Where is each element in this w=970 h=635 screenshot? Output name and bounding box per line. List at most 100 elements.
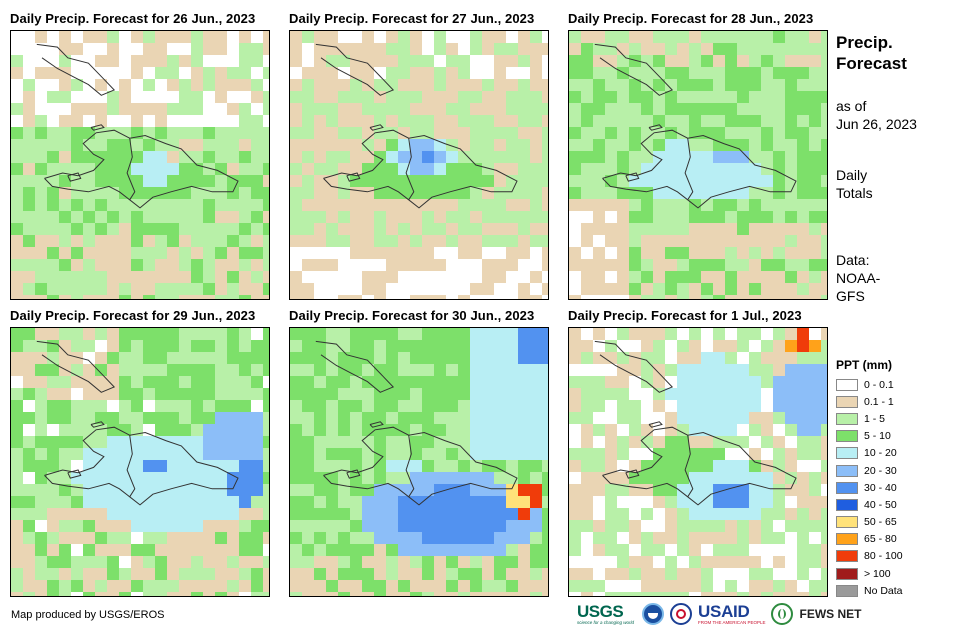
- precip-cell: [446, 340, 458, 352]
- precip-cell: [689, 352, 701, 364]
- precip-cell: [398, 283, 410, 295]
- precip-cell: [518, 115, 530, 127]
- precip-cell: [95, 472, 107, 484]
- precip-cell: [494, 67, 506, 79]
- precip-cell: [494, 448, 506, 460]
- precip-cell: [665, 175, 677, 187]
- precip-cell: [422, 364, 434, 376]
- precip-cell: [290, 139, 302, 151]
- precip-cell: [167, 352, 179, 364]
- precip-cell: [155, 448, 167, 460]
- precip-cell: [119, 223, 131, 235]
- precip-cell: [689, 556, 701, 568]
- precip-cell: [653, 91, 665, 103]
- precip-cell: [251, 235, 263, 247]
- precip-cell: [542, 199, 548, 211]
- precip-cell: [689, 151, 701, 163]
- precip-cell: [617, 31, 629, 43]
- precip-cell: [821, 556, 827, 568]
- precip-cell: [518, 544, 530, 556]
- precip-cell: [809, 484, 821, 496]
- precip-cell: [362, 484, 374, 496]
- precip-cell: [809, 352, 821, 364]
- precip-cell: [518, 259, 530, 271]
- precip-cell: [47, 67, 59, 79]
- precip-cell: [11, 352, 23, 364]
- precip-cell: [179, 175, 191, 187]
- precip-cell: [155, 592, 167, 596]
- precip-cell: [362, 151, 374, 163]
- precip-cell: [749, 295, 761, 299]
- precip-cell: [641, 328, 653, 340]
- precip-cell: [83, 496, 95, 508]
- precip-cell: [785, 283, 797, 295]
- precip-cell: [350, 163, 362, 175]
- precip-cell: [641, 115, 653, 127]
- precip-cell: [410, 328, 422, 340]
- precip-cell: [326, 544, 338, 556]
- precip-cell: [797, 31, 809, 43]
- precip-cell: [821, 187, 827, 199]
- precip-cell: [530, 139, 542, 151]
- precip-cell: [494, 532, 506, 544]
- precip-cell: [35, 328, 47, 340]
- precip-cell: [821, 376, 827, 388]
- precip-cell: [410, 175, 422, 187]
- precip-cell: [326, 364, 338, 376]
- precip-cell: [494, 496, 506, 508]
- legend-label: 5 - 10: [864, 430, 891, 443]
- precip-cell: [653, 472, 665, 484]
- precip-cell: [530, 400, 542, 412]
- precip-cell: [641, 532, 653, 544]
- precip-cell: [167, 283, 179, 295]
- precip-cell: [737, 496, 749, 508]
- precip-cell: [191, 295, 203, 299]
- legend-item: 1 - 5: [836, 410, 903, 427]
- precip-cell: [11, 592, 23, 596]
- precip-cell: [458, 340, 470, 352]
- precip-cell: [446, 235, 458, 247]
- precip-cell: [239, 79, 251, 91]
- precip-cell: [326, 340, 338, 352]
- precip-cell: [434, 568, 446, 580]
- precip-cell: [35, 400, 47, 412]
- precip-cell: [458, 520, 470, 532]
- precip-cell: [374, 580, 386, 592]
- precip-cell: [251, 115, 263, 127]
- precip-cell: [362, 271, 374, 283]
- precip-cell: [470, 520, 482, 532]
- precip-cell: [59, 448, 71, 460]
- precip-cell: [143, 484, 155, 496]
- precip-cell: [191, 532, 203, 544]
- precip-cell: [569, 187, 581, 199]
- precip-cell: [749, 592, 761, 596]
- precip-cell: [314, 508, 326, 520]
- precip-cell: [326, 424, 338, 436]
- precip-cell: [542, 211, 548, 223]
- precip-cell: [821, 79, 827, 91]
- precip-cell: [95, 247, 107, 259]
- legend-item: > 100: [836, 565, 903, 582]
- precip-cell: [410, 544, 422, 556]
- precip-cell: [47, 400, 59, 412]
- precip-cell: [809, 271, 821, 283]
- precip-cell: [290, 424, 302, 436]
- precip-cell: [761, 484, 773, 496]
- precip-cell: [179, 271, 191, 283]
- precip-cell: [482, 592, 494, 596]
- precip-cell: [821, 424, 827, 436]
- precip-cell: [809, 472, 821, 484]
- precip-cell: [410, 556, 422, 568]
- precip-cell: [689, 508, 701, 520]
- precip-cell: [362, 115, 374, 127]
- precip-cell: [530, 448, 542, 460]
- precip-cell: [713, 508, 725, 520]
- precip-cell: [749, 328, 761, 340]
- precip-cell: [155, 496, 167, 508]
- precip-cell: [749, 151, 761, 163]
- legend-label: 10 - 20: [864, 447, 897, 460]
- hispaniola-coastline: [602, 426, 797, 506]
- precip-cell: [617, 223, 629, 235]
- precip-cell: [47, 556, 59, 568]
- precip-cell: [629, 55, 641, 67]
